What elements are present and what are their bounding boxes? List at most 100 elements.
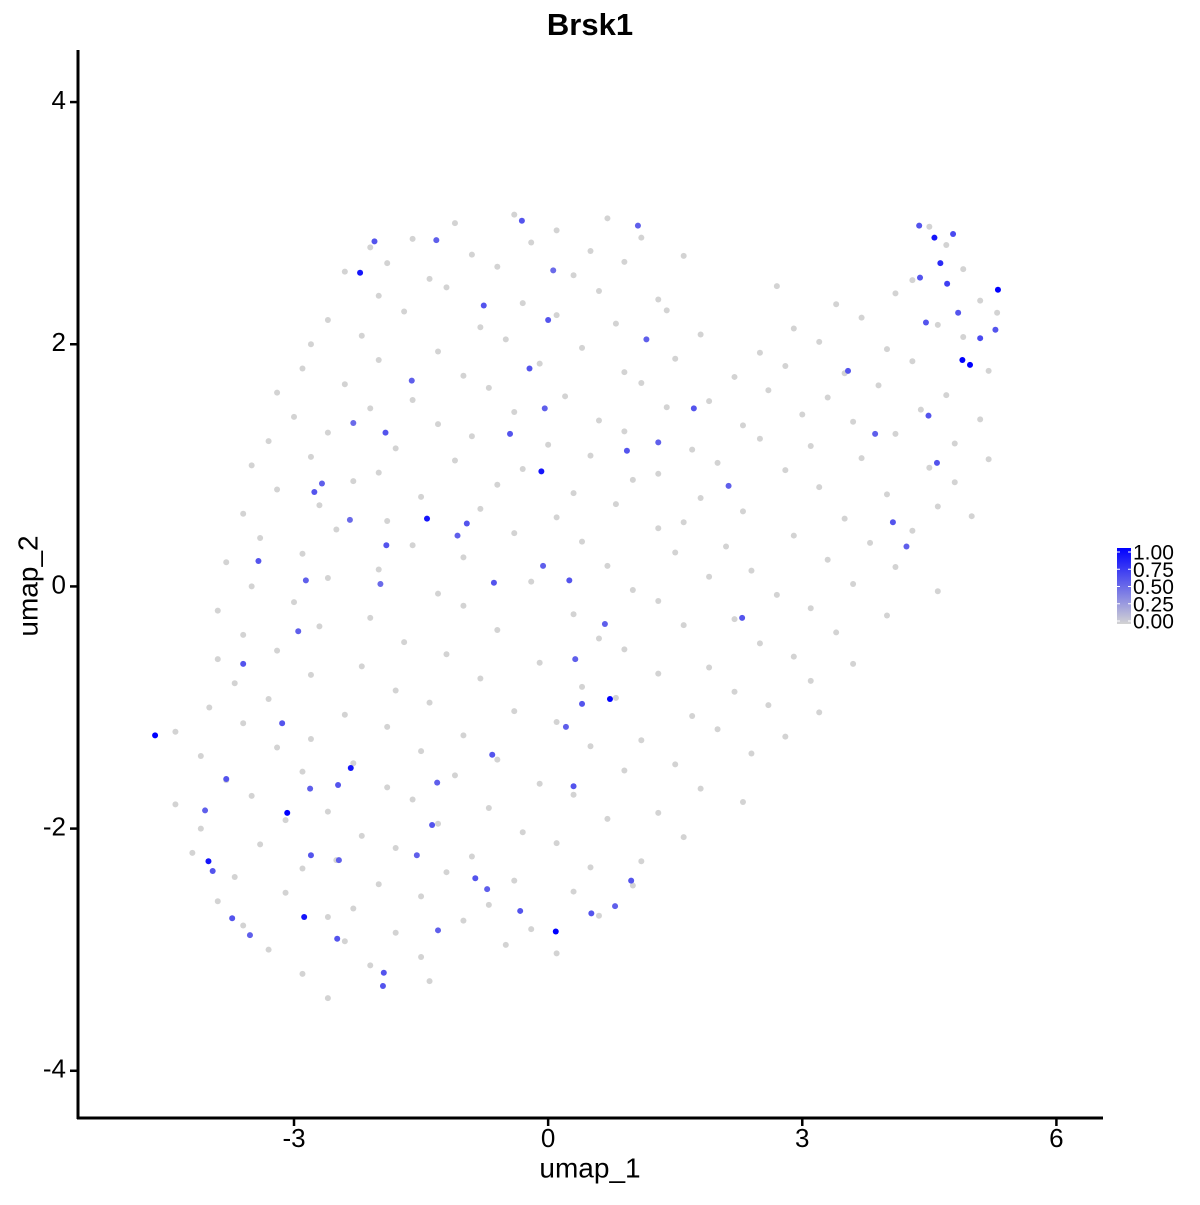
point [485, 901, 492, 908]
point [299, 865, 306, 872]
point [867, 539, 874, 546]
point [994, 309, 1001, 316]
point [454, 532, 461, 539]
point [324, 995, 331, 1002]
point [892, 564, 899, 571]
point [672, 761, 679, 768]
point [909, 527, 916, 534]
point [494, 756, 501, 763]
point [872, 430, 879, 437]
point [623, 447, 630, 454]
point [517, 907, 524, 914]
point [502, 941, 509, 948]
point [579, 700, 586, 707]
point [977, 335, 984, 342]
point [507, 430, 514, 437]
point [209, 867, 216, 874]
point [341, 711, 348, 718]
point [943, 241, 950, 248]
point [655, 525, 662, 532]
point [265, 946, 272, 953]
point [246, 932, 253, 939]
point [782, 733, 789, 740]
point [655, 296, 662, 303]
point [214, 656, 221, 663]
point [375, 566, 382, 573]
point [807, 442, 814, 449]
point [917, 274, 924, 281]
point [621, 767, 628, 774]
point [324, 429, 331, 436]
point [443, 651, 450, 658]
point [282, 817, 289, 824]
point [629, 882, 636, 889]
point [341, 938, 348, 945]
point [485, 384, 492, 391]
point [994, 286, 1001, 293]
point [341, 268, 348, 275]
point [570, 888, 577, 895]
point [841, 515, 848, 522]
point [612, 320, 619, 327]
point [909, 277, 916, 284]
point [697, 331, 704, 338]
point [833, 301, 840, 308]
point [858, 314, 865, 321]
point [570, 611, 577, 618]
point [223, 775, 230, 782]
point [519, 465, 526, 472]
point [922, 319, 929, 326]
point [371, 238, 378, 245]
point [917, 406, 924, 413]
point [621, 258, 628, 265]
point [443, 284, 450, 291]
point [790, 653, 797, 660]
point [409, 796, 416, 803]
point [883, 612, 890, 619]
point [274, 647, 281, 654]
point [257, 841, 264, 848]
x-tick-label: 0 [541, 1123, 555, 1153]
point [299, 970, 306, 977]
point [418, 893, 425, 900]
point [408, 377, 415, 384]
point [680, 252, 687, 259]
point [570, 490, 577, 497]
point [903, 543, 910, 550]
y-tick-label: 4 [52, 85, 66, 115]
point [992, 326, 999, 333]
x-tick-label: 3 [795, 1123, 809, 1153]
point [706, 664, 713, 671]
point [545, 317, 552, 324]
point [392, 687, 399, 694]
point [460, 602, 467, 609]
point [279, 720, 286, 727]
point [299, 550, 306, 557]
point [451, 457, 458, 464]
point [663, 404, 670, 411]
point [172, 728, 179, 735]
point [434, 779, 441, 786]
point [240, 631, 247, 638]
point [274, 486, 281, 493]
point [739, 422, 746, 429]
point [638, 234, 645, 241]
y-tick-label: -2 [43, 811, 66, 841]
point [472, 875, 479, 882]
point [172, 801, 179, 808]
point [197, 825, 204, 832]
point [435, 820, 442, 827]
point [257, 534, 264, 541]
point [595, 417, 602, 424]
point [460, 917, 467, 924]
point [301, 913, 308, 920]
point [782, 363, 789, 370]
point [335, 782, 342, 789]
point [358, 832, 365, 839]
point [392, 929, 399, 936]
point [248, 583, 255, 590]
point [205, 858, 212, 865]
point [714, 459, 721, 466]
point [409, 396, 416, 403]
